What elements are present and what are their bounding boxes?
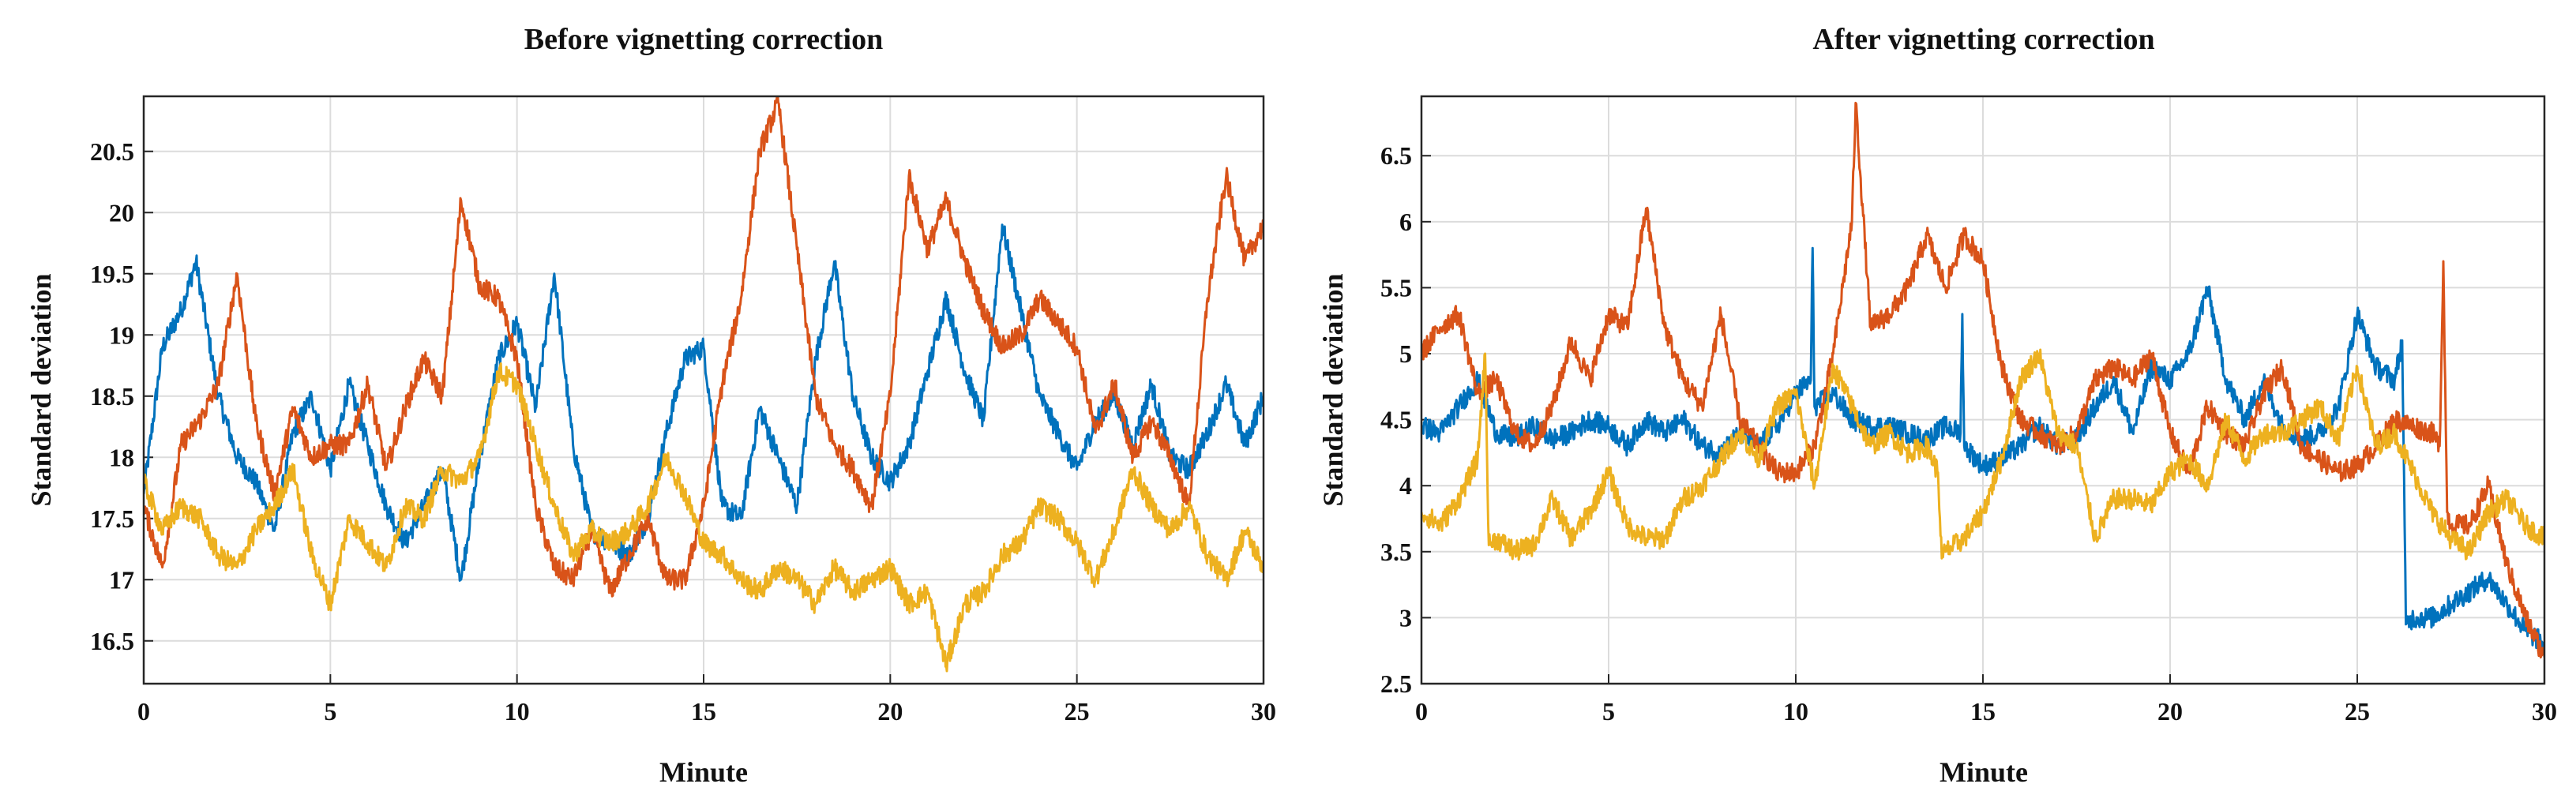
chart-after-correction: After vignetting correction 2.5 3 3.5 4 4.5 5… — [1317, 23, 2557, 788]
series-line-yellow — [1421, 348, 2544, 561]
x-tick-label: 20 — [877, 697, 903, 726]
x-tick-label: 15 — [691, 697, 716, 726]
y-tick-labels: 16.5 17 17.5 18 18.5 19 19.5 20 20.5 — [90, 137, 134, 655]
chart-title: Before vignetting correction — [524, 23, 883, 56]
x-tick-label: 5 — [1602, 697, 1615, 726]
x-axis-label: Minute — [659, 756, 748, 788]
series-line-blue — [144, 223, 1264, 582]
y-tick-label: 19 — [109, 321, 134, 349]
x-tick-label: 10 — [1783, 697, 1808, 726]
x-tick-label: 20 — [2157, 697, 2183, 726]
y-tick-label: 20 — [109, 198, 134, 227]
x-tick-label: 5 — [324, 697, 336, 726]
chart-before-correction: Before vignetting correction 16.51717.51… — [25, 23, 1276, 788]
y-tick-label: 17 — [109, 565, 134, 594]
series-group — [1421, 101, 2544, 659]
y-tick-label: 19.5 — [90, 260, 134, 288]
series-line-orange — [144, 96, 1264, 598]
grid — [143, 96, 1264, 684]
series-group — [144, 96, 1264, 673]
x-tick-labels: 0 5 10 15 20 25 30 — [137, 697, 1276, 726]
y-tick-label: 16.5 — [90, 627, 134, 655]
chart-title: After vignetting correction — [1812, 23, 2154, 56]
x-tick-label: 25 — [2345, 697, 2370, 726]
y-tick-labels: 2.5 3 3.5 4 4.5 5 5.5 6 6.5 — [1380, 141, 1412, 698]
y-tick-label: 18 — [109, 443, 134, 471]
y-tick-label: 6.5 — [1380, 141, 1412, 170]
grid — [1421, 96, 2545, 684]
y-tick-label: 5.5 — [1380, 273, 1412, 302]
x-tick-label: 0 — [1415, 697, 1428, 726]
x-tick-label: 30 — [1251, 697, 1276, 726]
y-tick-label: 4.5 — [1380, 406, 1412, 434]
y-tick-label: 20.5 — [90, 137, 134, 166]
plot-frame — [142, 95, 1265, 685]
y-tick-label: 18.5 — [90, 382, 134, 411]
x-axis-label: Minute — [1940, 756, 2028, 788]
x-tick-label: 15 — [1970, 697, 1996, 726]
y-tick-label: 3.5 — [1380, 538, 1412, 566]
y-tick-label: 3 — [1399, 603, 1412, 632]
plot-frame — [1420, 95, 2546, 685]
x-tick-label: 10 — [505, 697, 530, 726]
x-tick-label: 0 — [137, 697, 150, 726]
y-axis-label: Standard deviation — [1317, 273, 1349, 506]
y-tick-label: 5 — [1399, 339, 1412, 368]
x-tick-labels: 0 5 10 15 20 25 30 — [1415, 697, 2557, 726]
y-tick-label: 2.5 — [1380, 669, 1412, 698]
x-tick-label: 25 — [1065, 697, 1090, 726]
y-tick-label: 17.5 — [90, 504, 134, 533]
series-line-blue — [1421, 246, 2544, 651]
y-axis-label: Standard deviation — [25, 273, 57, 506]
y-tick-label: 6 — [1399, 208, 1412, 236]
y-tick-label: 4 — [1399, 471, 1412, 500]
series-line-yellow — [144, 362, 1264, 673]
series-line-orange — [1421, 101, 2544, 659]
x-tick-label: 30 — [2532, 697, 2557, 726]
